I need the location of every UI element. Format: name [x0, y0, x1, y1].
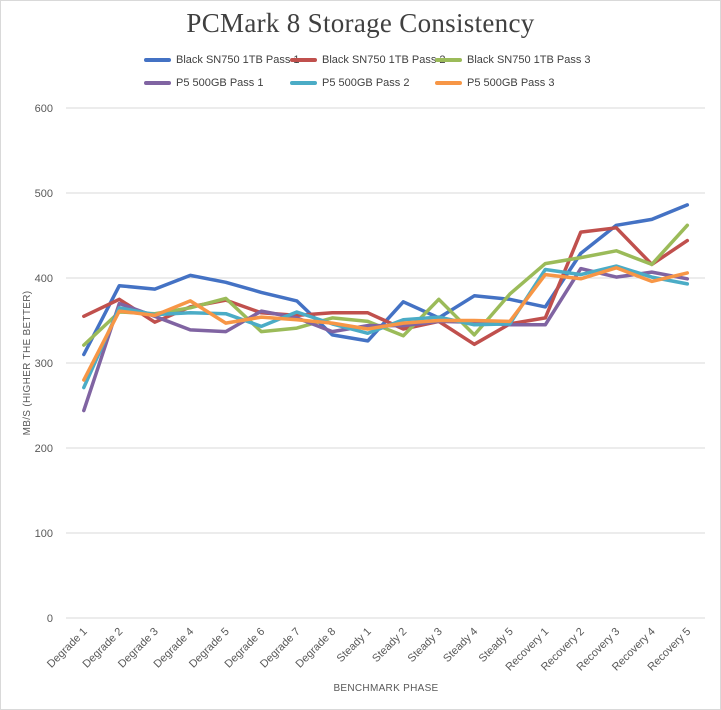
series-lines	[82, 203, 690, 413]
y-tick-label: 600	[35, 103, 53, 115]
legend-swatch	[290, 81, 317, 85]
y-tick-label: 500	[35, 188, 53, 200]
legend-item-sn750-pass3: Black SN750 1TB Pass 3	[435, 52, 591, 68]
y-tick-label: 200	[35, 443, 53, 455]
y-tick-label: 0	[47, 613, 53, 625]
legend-item-sn750-pass1: Black SN750 1TB Pass 1	[144, 52, 300, 68]
x-tick-label: Steady 2	[370, 626, 409, 665]
legend-label: P5 500GB Pass 3	[467, 77, 555, 89]
legend-item-p5-pass1: P5 500GB Pass 1	[144, 75, 263, 91]
legend-label: P5 500GB Pass 2	[322, 77, 410, 89]
x-tick-label: Steady 1	[335, 626, 374, 665]
x-axis-label: BENCHMARK PHASE	[333, 683, 438, 694]
x-tick-label: Steady 4	[441, 626, 480, 665]
legend-label: P5 500GB Pass 1	[176, 77, 264, 89]
legend-label: Black SN750 1TB Pass 2	[322, 54, 446, 66]
series-line-5	[82, 266, 690, 382]
legend-swatch	[144, 81, 171, 85]
chart-title: PCMark 8 Storage Consistency	[186, 8, 535, 38]
series-line-0	[82, 203, 690, 357]
y-tick-label: 400	[35, 273, 53, 285]
legend-swatch	[435, 81, 462, 85]
series-line-3	[82, 266, 690, 413]
legend-item-sn750-pass2: Black SN750 1TB Pass 2	[290, 52, 446, 68]
y-tick-label: 300	[35, 358, 53, 370]
series-line-2	[82, 223, 690, 347]
legend-item-p5-pass2: P5 500GB Pass 2	[290, 75, 409, 91]
legend-swatch	[290, 58, 317, 62]
legend-swatch	[144, 58, 171, 62]
x-tick-label: Steady 3	[406, 626, 445, 665]
y-axis-label: MB/S (HIGHER THE BETTER)	[22, 291, 33, 436]
legend-swatch	[435, 58, 462, 62]
y-axis-ticks: 0 100 200 300 400 500 600	[35, 103, 53, 625]
legend-label: Black SN750 1TB Pass 1	[176, 54, 300, 66]
legend-label: Black SN750 1TB Pass 3	[467, 54, 591, 66]
gridlines	[66, 107, 705, 619]
legend-item-p5-pass3: P5 500GB Pass 3	[435, 75, 554, 91]
y-tick-label: 100	[35, 528, 53, 540]
